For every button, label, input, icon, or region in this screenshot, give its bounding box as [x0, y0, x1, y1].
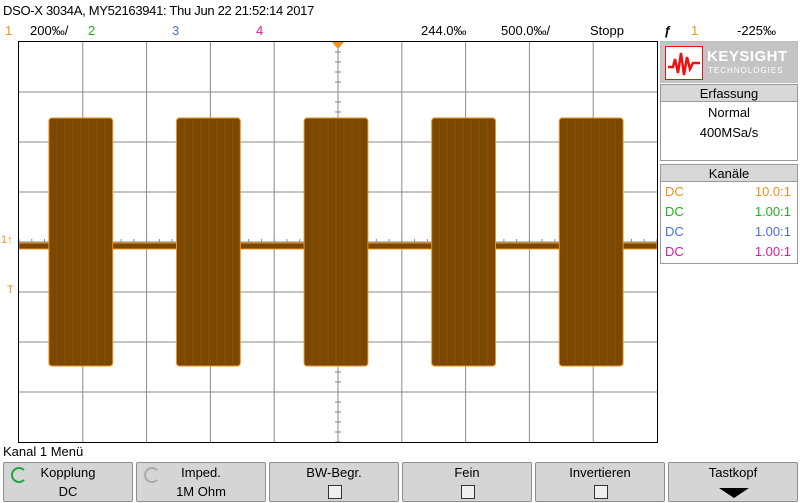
softkey-label: Invertieren: [569, 465, 631, 480]
brand-logo: KEYSIGHT TECHNOLOGIES: [660, 41, 798, 83]
trigger-level[interactable]: -225‰: [737, 23, 777, 38]
brand-name: KEYSIGHT: [707, 48, 788, 65]
checkbox-icon[interactable]: [461, 485, 475, 499]
menu-title: Kanal 1 Menü: [3, 444, 84, 459]
window-title: DSO-X 3034A, MY52163941: Thu Jun 22 21:5…: [3, 3, 315, 18]
softkey-label: BW-Begr.: [306, 465, 362, 480]
down-arrow-icon: [719, 488, 749, 498]
trigger-source[interactable]: 1: [691, 23, 699, 38]
channel-coupling: DC: [665, 204, 684, 219]
channel-row-2[interactable]: DC 1.00:1: [661, 202, 797, 222]
acquisition-mode: Normal: [708, 105, 750, 120]
channels-header: Kanäle: [661, 165, 797, 182]
ch4-number[interactable]: 4: [256, 23, 264, 38]
brand-sub: TECHNOLOGIES: [708, 66, 784, 75]
channel-probe-ratio: 1.00:1: [754, 204, 791, 219]
acquisition-header: Erfassung: [661, 85, 797, 102]
channel-probe-ratio: 1.00:1: [754, 244, 791, 259]
softkey-label: Imped.: [181, 465, 221, 480]
time-scale[interactable]: 500.0‰/: [501, 23, 551, 38]
keysight-wave-icon: [665, 46, 703, 80]
waveform-svg: [19, 42, 657, 442]
softkey-label: Fein: [454, 465, 480, 480]
softkey-probe[interactable]: Tastkopf: [668, 462, 798, 502]
rotate-icon: [11, 467, 27, 483]
channel-coupling: DC: [665, 184, 684, 199]
acquisition-panel[interactable]: Erfassung Normal 400MSa/s: [660, 84, 798, 161]
softkey-fine[interactable]: Fein: [402, 462, 532, 502]
channel-probe-ratio: 1.00:1: [754, 224, 791, 239]
channel-coupling: DC: [665, 224, 684, 239]
checkbox-icon[interactable]: [328, 485, 342, 499]
trigger-level-marker[interactable]: T: [7, 284, 14, 296]
softkey-label: Tastkopf: [708, 465, 758, 480]
softkey-bw-limit[interactable]: BW-Begr.: [269, 462, 399, 502]
softkey-impedance[interactable]: Imped. 1M Ohm: [136, 462, 266, 502]
softkey-value: 1M Ohm: [176, 484, 226, 499]
ch1-scale[interactable]: 200‰/: [30, 23, 69, 38]
ch3-number[interactable]: 3: [172, 23, 180, 38]
channel-coupling: DC: [665, 244, 684, 259]
run-state: Stopp: [590, 23, 624, 38]
softkey-coupling[interactable]: Kopplung DC: [3, 462, 133, 502]
status-bar: 1 200‰/ 2 3 4 244.0‰ 500.0‰/ Stopp ƒ 1 -…: [0, 21, 800, 41]
softkey-bar: Kopplung DC Imped. 1M Ohm BW-Begr. Fein …: [0, 461, 800, 503]
rotate-icon: [144, 467, 160, 483]
time-offset[interactable]: 244.0‰: [421, 23, 467, 38]
waveform-display[interactable]: [18, 41, 658, 443]
channel-row-3[interactable]: DC 1.00:1: [661, 222, 797, 242]
channel-row-4[interactable]: DC 1.00:1: [661, 242, 797, 262]
trigger-edge-icon: ƒ: [664, 23, 672, 38]
ch1-number[interactable]: 1: [5, 23, 13, 38]
channels-panel[interactable]: Kanäle DC 10.0:1 DC 1.00:1 DC 1.00:1 DC 1.00:1: [660, 164, 798, 264]
ch1-ground-marker[interactable]: 1↑: [1, 234, 13, 246]
softkey-label: Kopplung: [40, 465, 96, 480]
ch2-number[interactable]: 2: [88, 23, 96, 38]
sample-rate: 400MSa/s: [699, 125, 759, 140]
softkey-value: DC: [58, 484, 78, 499]
trigger-position-icon: [332, 42, 344, 49]
softkey-invert[interactable]: Invertieren: [535, 462, 665, 502]
channel-row-1[interactable]: DC 10.0:1: [661, 182, 797, 202]
channel-probe-ratio: 10.0:1: [754, 184, 791, 199]
checkbox-icon[interactable]: [594, 485, 608, 499]
